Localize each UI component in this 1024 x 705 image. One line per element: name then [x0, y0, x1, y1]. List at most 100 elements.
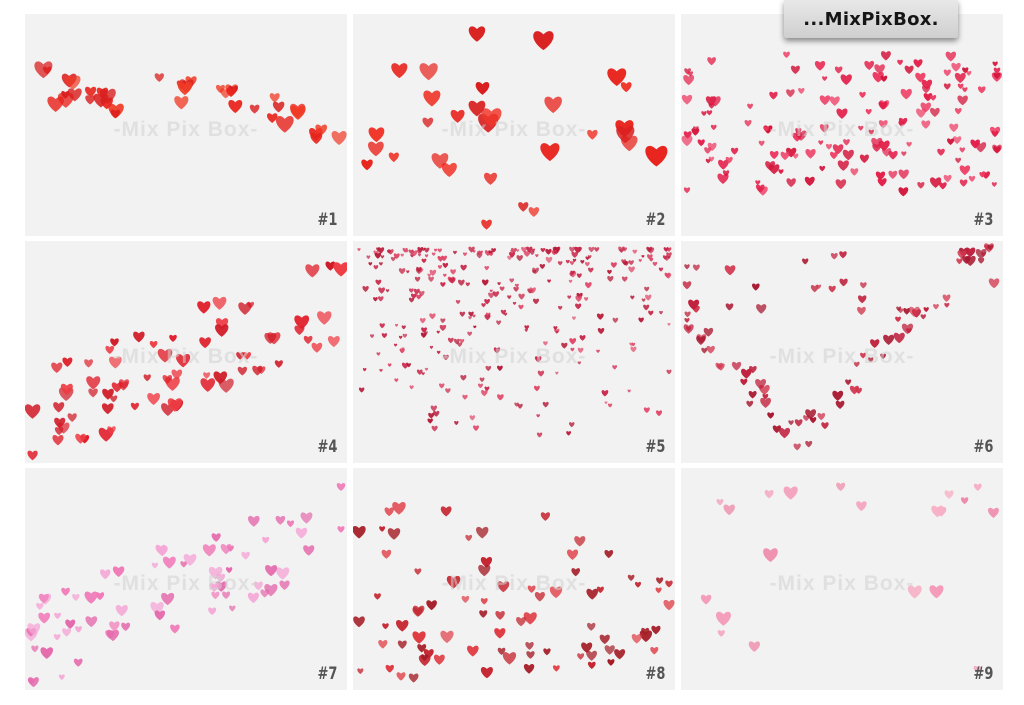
- heart-icon: [666, 369, 672, 375]
- heart-icon: [632, 249, 638, 254]
- heart-icon: [373, 265, 379, 270]
- preview-panel-4[interactable]: -Mix Pix Box- #4: [25, 241, 347, 463]
- heart-icon: [978, 86, 986, 94]
- heart-icon: [353, 616, 365, 628]
- heart-icon: [130, 402, 139, 411]
- heart-icon: [106, 629, 119, 642]
- heart-icon: [406, 363, 411, 368]
- preview-panel-3[interactable]: -Mix Pix Box- #3: [681, 14, 1003, 236]
- heart-icon: [576, 273, 582, 279]
- heart-icon: [295, 527, 308, 539]
- heart-icon: [752, 283, 760, 291]
- heart-icon: [638, 259, 642, 263]
- heart-icon: [568, 422, 575, 428]
- heart-icon: [95, 592, 105, 601]
- heart-icon: [409, 385, 414, 390]
- heart-icon: [484, 266, 490, 271]
- heart-icon: [839, 278, 848, 287]
- heart-icon: [685, 326, 692, 332]
- heart-icon: [628, 260, 634, 266]
- heart-icon: [537, 370, 545, 377]
- heart-icon: [392, 501, 406, 515]
- heart-icon: [327, 335, 340, 348]
- heart-icon: [84, 359, 94, 368]
- heart-icon: [526, 651, 535, 659]
- heart-icon: [175, 354, 191, 368]
- heart-icon: [684, 318, 690, 323]
- heart-icon: [991, 182, 997, 187]
- heart-icon: [422, 117, 434, 128]
- heart-icon: [305, 264, 320, 278]
- heart-icon: [440, 282, 446, 288]
- preview-panel-5[interactable]: -Mix Pix Box- #5: [353, 241, 675, 463]
- heart-icon: [421, 372, 425, 376]
- heart-icon: [423, 90, 441, 107]
- heart-icon: [692, 126, 699, 132]
- heart-icon: [36, 602, 44, 610]
- heart-icon: [858, 125, 864, 131]
- heart-icon: [478, 564, 491, 577]
- heart-icon: [821, 422, 829, 430]
- heart-icon: [701, 111, 707, 117]
- heart-icon: [588, 267, 594, 273]
- heart-icon: [395, 323, 399, 327]
- heart-icon: [109, 395, 118, 403]
- heart-icon: [692, 264, 700, 271]
- heart-icon: [962, 67, 969, 74]
- heart-icon: [473, 325, 477, 329]
- heart-icon: [378, 262, 383, 266]
- heart-icon: [211, 591, 220, 600]
- preview-panel-9[interactable]: -Mix Pix Box- #9: [681, 468, 1003, 690]
- heart-icon: [988, 278, 1000, 289]
- heart-icon: [535, 254, 539, 258]
- heart-icon: [717, 173, 729, 184]
- heart-icon: [612, 317, 619, 324]
- heart-icon: [540, 143, 560, 162]
- heart-icon: [75, 626, 82, 633]
- heart-icon: [587, 129, 598, 140]
- heart-icon: [133, 331, 145, 343]
- heart-icon: [955, 157, 962, 164]
- preview-panel-6[interactable]: -Mix Pix Box- #6: [681, 241, 1003, 463]
- heart-icon: [357, 668, 364, 675]
- heart-icon: [362, 368, 367, 372]
- heart-icon: [868, 129, 875, 135]
- preview-panel-8[interactable]: -Mix Pix Box- #8: [353, 468, 675, 690]
- heart-icon: [424, 254, 429, 258]
- preview-panel-1[interactable]: -Mix Pix Box- #1: [25, 14, 347, 236]
- heart-icon: [648, 310, 654, 316]
- heart-icon: [628, 266, 635, 273]
- heart-icon: [723, 504, 735, 516]
- preview-panel-7[interactable]: -Mix Pix Box- #7: [25, 468, 347, 690]
- heart-icon: [150, 602, 164, 615]
- heart-icon: [584, 297, 589, 302]
- heart-icon: [871, 137, 883, 149]
- heart-icon: [629, 342, 634, 347]
- heart-icon: [845, 379, 852, 386]
- heart-icon: [966, 70, 972, 76]
- heart-icon: [286, 520, 295, 528]
- heart-icon: [65, 75, 81, 90]
- heart-icon: [476, 526, 489, 539]
- heart-icon: [868, 357, 874, 363]
- heart-icon: [956, 258, 963, 265]
- heart-icon: [577, 361, 582, 365]
- heart-icon: [533, 31, 554, 51]
- heart-icon: [518, 304, 524, 310]
- heart-icon: [970, 139, 980, 149]
- heart-icon: [830, 151, 838, 160]
- heart-icon: [710, 124, 717, 131]
- watermark-3: -Mix Pix Box-: [769, 118, 915, 141]
- heart-icon: [992, 144, 1002, 154]
- heart-icon: [681, 135, 693, 147]
- preview-panel-2[interactable]: -Mix Pix Box- #2: [353, 14, 675, 236]
- heart-icon: [895, 316, 901, 323]
- heart-icon: [465, 282, 470, 287]
- heart-icon: [402, 247, 408, 253]
- heart-icon: [183, 554, 197, 566]
- heart-icon: [993, 72, 1001, 79]
- heart-icon: [378, 639, 388, 649]
- heart-icon: [904, 65, 914, 75]
- heart-icon: [872, 71, 884, 83]
- heart-icon: [237, 366, 248, 376]
